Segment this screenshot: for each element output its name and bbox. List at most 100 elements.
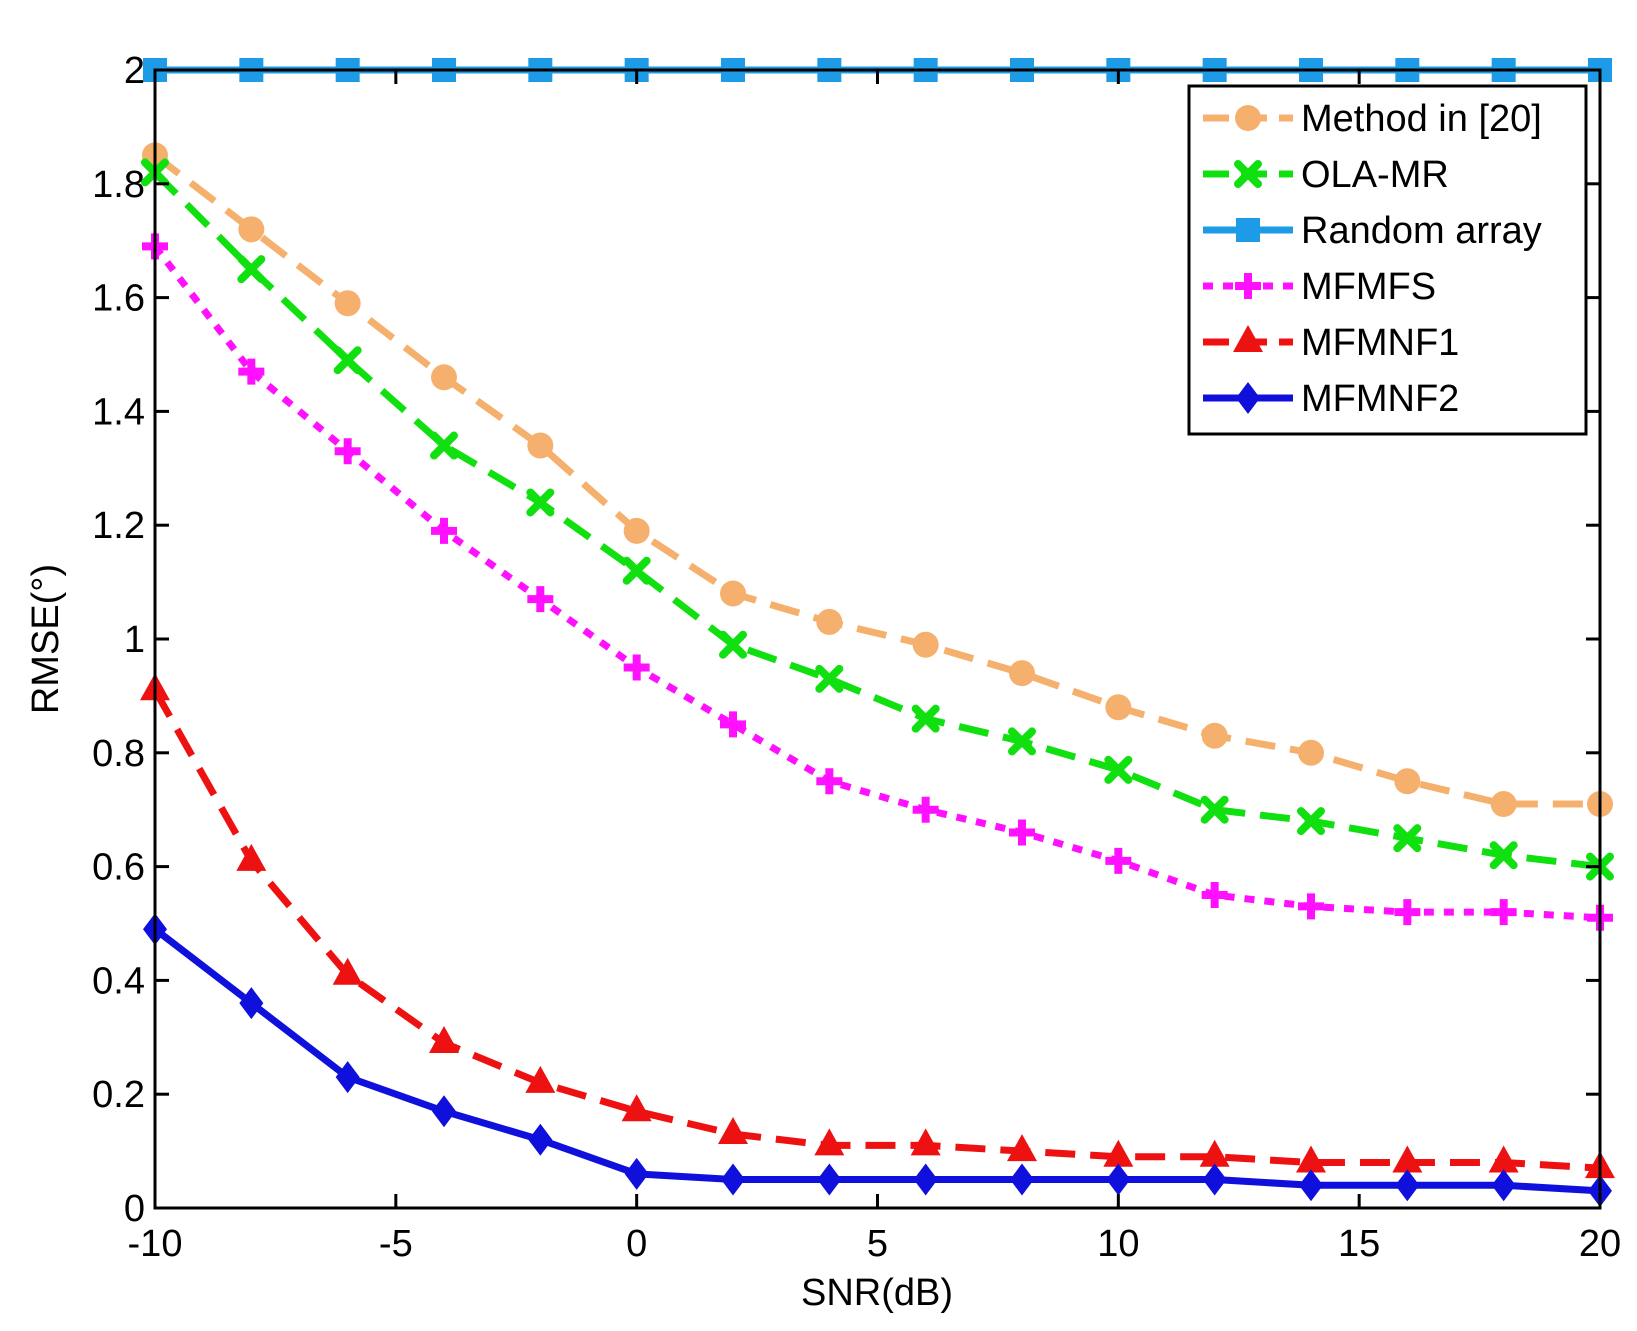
series-mfmfs: MFMFS: -10 dB, 1.7MFMFS: -8 dB, 1.5MFMFS…	[142, 233, 1613, 931]
data-point-mfmfs: MFMFS: 12 dB, 0.6	[1201, 882, 1228, 909]
legend-entry-ola-mr: OLA-MR	[1203, 154, 1449, 196]
series-line-mfmnf2	[152, 926, 1601, 1195]
data-point-mfmnf1: MFMNF1: 4 dB, 0.1	[814, 1128, 845, 1156]
data-point-mfmfs: MFMFS: 4 dB, 0.8	[816, 768, 843, 795]
x-tick-label: 15	[1338, 1223, 1380, 1265]
data-point-mfmfs: MFMFS: 16 dB, 0.5	[1394, 899, 1421, 926]
data-point-method-in-20: Method in [20]: 8 dB, 0.9	[1009, 660, 1035, 687]
data-point-mfmnf2: MFMNF2: 10 dB, 0.1	[1106, 1163, 1131, 1196]
legend-label: OLA-MR	[1301, 154, 1449, 196]
y-tick-label: 0.4	[92, 960, 145, 1002]
legend-label: MFMNF2	[1301, 378, 1459, 420]
data-point-method-in-20: Method in [20]: -2 dB, 1.3	[527, 432, 554, 459]
data-point-ola-mr: OLA-MR: 18 dB, 0.6	[1489, 841, 1518, 870]
data-point-mfmfs: MFMFS: 2 dB, 0.9	[720, 711, 746, 738]
y-tick-label: 0.2	[92, 1074, 145, 1116]
legend-swatch-marker	[1236, 218, 1260, 242]
legend-swatch-marker	[1235, 105, 1261, 131]
data-point-mfmnf1: MFMNF1: 2 dB, 0.1	[718, 1117, 748, 1145]
series-line-method-in-20	[152, 152, 1600, 808]
legend-swatch-marker	[1233, 325, 1263, 352]
data-point-mfmnf2: MFMNF2: 6 dB, 0.1	[913, 1163, 938, 1196]
data-point-mfmnf1: MFMNF1: 16 dB, 0.1	[1392, 1145, 1423, 1173]
data-point-mfmnf2: MFMNF2: -8 dB, 0.4	[239, 987, 264, 1020]
x-axis-label: SNR(dB)	[801, 1272, 953, 1314]
data-point-method-in-20: Method in [20]: 18 dB, 0.7	[1490, 791, 1517, 818]
data-point-mfmfs: MFMFS: 6 dB, 0.7	[912, 796, 939, 823]
data-point-ola-mr: OLA-MR: -2 dB, 1.2	[526, 488, 555, 517]
data-point-ola-mr: OLA-MR: 4 dB, 0.9	[815, 664, 844, 693]
data-point-mfmnf1: MFMNF1: 12 dB, 0.1	[1199, 1139, 1230, 1167]
data-point-mfmfs: MFMFS: -2 dB, 1.1	[527, 586, 554, 613]
y-axis-label: RMSE(°)	[25, 564, 67, 714]
legend-label: Random array	[1301, 210, 1542, 252]
data-point-method-in-20: Method in [20]: -6 dB, 1.6	[334, 290, 361, 317]
data-point-mfmnf1: MFMNF1: 14 dB, 0.1	[1296, 1145, 1326, 1173]
y-tick-label: 1	[124, 619, 145, 661]
data-point-method-in-20: Method in [20]: 10 dB, 0.9	[1105, 694, 1132, 721]
data-point-method-in-20: Method in [20]: 12 dB, 0.8	[1201, 722, 1228, 749]
data-point-mfmnf2: MFMNF2: 18 dB, 0	[1491, 1169, 1516, 1202]
data-point-method-in-20: Method in [20]: 6 dB, 1	[912, 631, 939, 658]
y-tick-label: 1.6	[92, 278, 145, 320]
legend-entry-mfmnf2: MFMNF2	[1203, 378, 1459, 420]
legend-swatch-marker	[1234, 160, 1262, 188]
data-point-mfmnf1: MFMNF1: -8 dB, 0.6	[236, 843, 267, 871]
data-point-mfmnf1: MFMNF1: -6 dB, 0.4	[332, 957, 363, 985]
data-point-mfmnf1: MFMNF1: -2 dB, 0.2	[525, 1065, 556, 1093]
data-point-ola-mr: OLA-MR: 14 dB, 0.7	[1297, 807, 1325, 836]
data-point-method-in-20: Method in [20]: -4 dB, 1.5	[431, 364, 457, 391]
data-point-mfmnf1: MFMNF1: -4 dB, 0.3	[429, 1025, 459, 1053]
legend-swatch-marker	[1236, 382, 1260, 414]
data-point-mfmnf2: MFMNF2: 8 dB, 0.1	[1010, 1163, 1034, 1196]
data-point-method-in-20: Method in [20]: -8 dB, 1.7	[238, 216, 265, 243]
legend-swatch-marker	[1235, 273, 1261, 299]
legend-entry-mfmnf1: MFMNF1	[1203, 322, 1459, 364]
data-point-mfmnf2: MFMNF2: 2 dB, 0.1	[721, 1163, 745, 1196]
data-point-ola-mr: OLA-MR: 8 dB, 0.8	[1008, 727, 1036, 756]
series-mfmnf2: MFMNF2: -10 dB, 0.5MFMNF2: -8 dB, 0.4MFM…	[143, 913, 1612, 1207]
x-tick-label: 0	[626, 1223, 647, 1265]
data-point-mfmnf2: MFMNF2: -2 dB, 0.1	[528, 1123, 553, 1156]
series-line-ola-mr	[152, 169, 1601, 871]
legend-label: MFMNF1	[1301, 322, 1459, 364]
data-point-mfmnf1: MFMNF1: 0 dB, 0.2	[621, 1094, 652, 1122]
data-point-ola-mr: OLA-MR: 0 dB, 1.1	[622, 556, 651, 585]
data-point-mfmnf1: MFMNF1: 8 dB, 0.1	[1007, 1134, 1037, 1162]
data-point-ola-mr: OLA-MR: 2 dB, 1	[719, 630, 747, 659]
data-point-mfmnf2: MFMNF2: 12 dB, 0.1	[1202, 1163, 1227, 1196]
y-tick-label: 2	[124, 50, 145, 92]
data-point-method-in-20: Method in [20]: 2 dB, 1.1	[720, 580, 746, 607]
y-tick-label: 1.4	[92, 391, 145, 433]
x-tick-label: 10	[1097, 1223, 1139, 1265]
data-point-mfmnf1: MFMNF1: 10 dB, 0.1	[1103, 1139, 1134, 1167]
data-point-mfmnf1: MFMNF1: 18 dB, 0.1	[1488, 1145, 1519, 1173]
data-point-mfmfs: MFMFS: 10 dB, 0.6	[1105, 847, 1132, 874]
data-point-method-in-20: Method in [20]: 14 dB, 0.8	[1298, 739, 1324, 766]
y-tick-label: 0.6	[92, 847, 145, 889]
data-point-mfmfs: MFMFS: -8 dB, 1.5	[238, 358, 265, 385]
series-ola-mr: OLA-MR: -10 dB, 1.8OLA-MR: -8 dB, 1.7OLA…	[141, 158, 1614, 881]
legend: Method in [20] OLA-MR Random array MFMFS MFM…	[1187, 84, 1588, 436]
legend-entry-method-in-20: Method in [20]	[1203, 98, 1542, 140]
legend-label: MFMFS	[1301, 266, 1436, 308]
series-line-mfmnf1	[151, 688, 1601, 1172]
legend-entry-mfmfs: MFMFS	[1203, 266, 1436, 308]
data-point-method-in-20: Method in [20]: 0 dB, 1.2	[623, 517, 650, 544]
series-mfmnf1: MFMNF1: -10 dB, 0.9MFMNF1: -8 dB, 0.6MFM…	[140, 673, 1615, 1179]
data-point-mfmfs: MFMFS: 8 dB, 0.7	[1009, 819, 1035, 846]
legend-entry-random-array: Random array	[1203, 210, 1542, 252]
data-point-method-in-20: Method in [20]: 4 dB, 1	[816, 608, 843, 635]
y-tick-label: 1.2	[92, 505, 145, 547]
data-point-mfmfs: MFMFS: 0 dB, 1	[623, 654, 650, 681]
data-point-mfmnf2: MFMNF2: -4 dB, 0.2	[432, 1095, 456, 1128]
data-point-mfmfs: MFMFS: 14 dB, 0.5	[1298, 893, 1324, 920]
data-point-ola-mr: OLA-MR: 12 dB, 0.7	[1200, 795, 1229, 824]
legend-label: Method in [20]	[1301, 98, 1542, 140]
x-tick-label: -5	[379, 1223, 413, 1265]
data-point-ola-mr: OLA-MR: 10 dB, 0.8	[1104, 755, 1133, 784]
data-point-mfmnf2: MFMNF2: 16 dB, 0	[1395, 1169, 1420, 1202]
data-point-ola-mr: OLA-MR: 6 dB, 0.9	[911, 704, 940, 733]
legend-box	[1187, 84, 1588, 436]
